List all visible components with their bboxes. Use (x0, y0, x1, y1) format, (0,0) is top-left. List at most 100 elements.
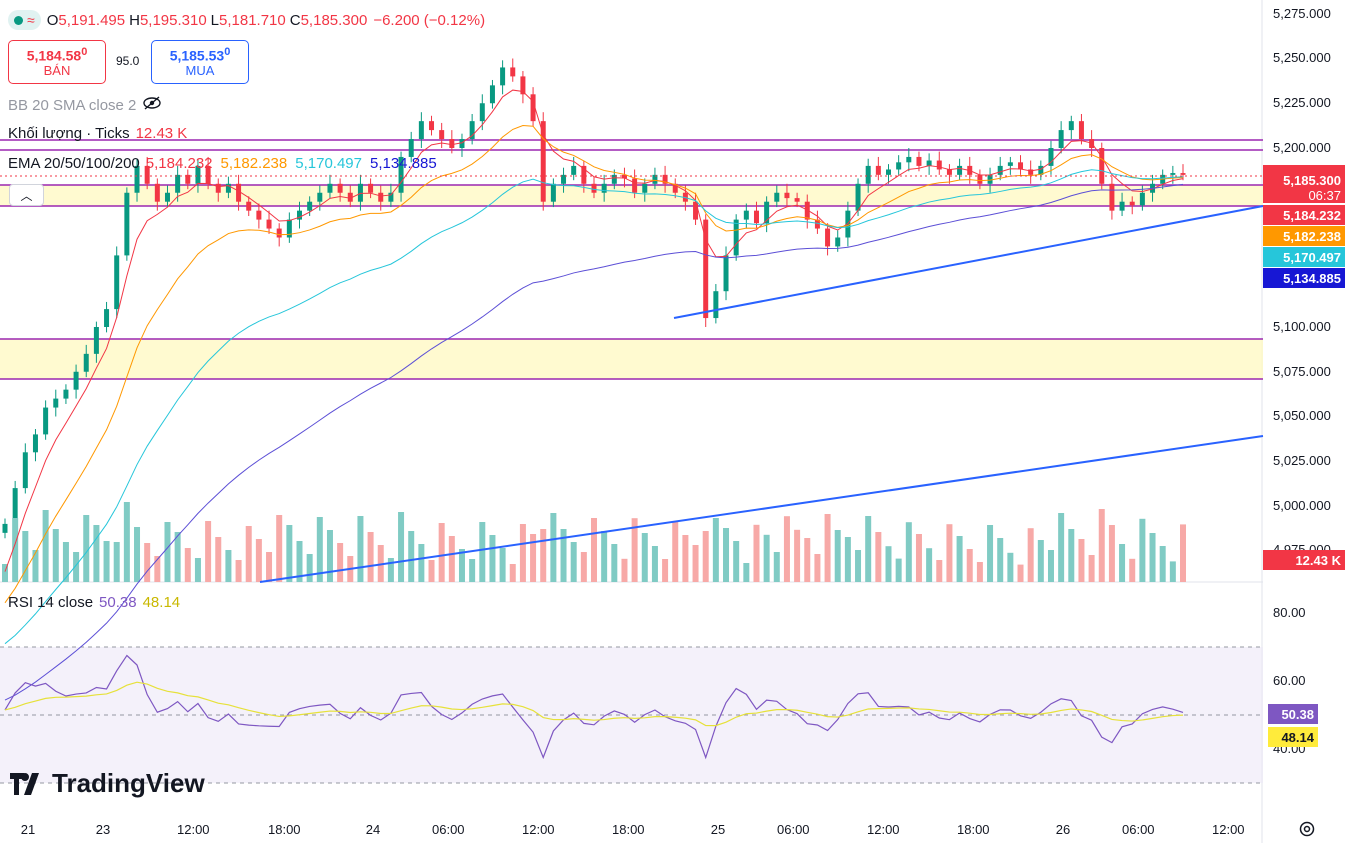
volume-bar (428, 560, 435, 582)
candle-body (286, 219, 292, 238)
time-tick: 24 (365, 822, 381, 837)
candle-body (357, 183, 363, 202)
candle-body (1028, 169, 1034, 175)
candle-body (886, 169, 891, 175)
volume-bar (1068, 529, 1075, 582)
volume-bar (1108, 525, 1115, 582)
candle-body (672, 183, 678, 193)
volume-bar (1017, 564, 1024, 582)
volume-bar (956, 536, 963, 582)
volume-bar (530, 534, 537, 582)
volume-bar (52, 529, 59, 582)
price-tick: 5,100.000 (1273, 319, 1331, 334)
candle-body (479, 103, 485, 122)
candle-body (114, 255, 120, 310)
candle-body (997, 165, 1003, 175)
candle-body (1109, 183, 1115, 211)
candle-body (835, 237, 841, 247)
collapse-legend-button[interactable]: ︿ (9, 184, 44, 206)
candle-body (1048, 148, 1054, 166)
volume-bar (42, 510, 49, 582)
time-tick: 12:00 (177, 822, 210, 837)
candle-body (520, 76, 526, 95)
volume-bar (1047, 550, 1054, 582)
candle-body (906, 156, 912, 163)
tradingview-logo[interactable]: TradingView (10, 768, 205, 799)
volume-bar (367, 532, 374, 582)
volume-legend[interactable]: Khối lượng · Ticks 12.43 K (8, 125, 188, 142)
candle-body (327, 183, 333, 193)
candle-body (794, 198, 800, 202)
volume-bar (611, 544, 618, 582)
volume-bar (1007, 552, 1014, 582)
volume-bar (2, 564, 8, 582)
candle-body (418, 121, 424, 140)
candle-body (1068, 121, 1074, 131)
volume-bar (1180, 524, 1186, 582)
volume-bar (672, 522, 679, 582)
tradingview-mark-icon (10, 772, 39, 795)
volume-bar (540, 529, 547, 582)
market-status-icon[interactable]: ≈ (8, 10, 41, 30)
candle-body (53, 398, 59, 408)
volume-bar (1058, 513, 1065, 582)
candle-body (1058, 130, 1064, 148)
candle-body (825, 228, 831, 247)
ema-value: 5,184.232 (145, 155, 213, 172)
candle-body (83, 353, 89, 372)
volume-bar (387, 558, 394, 582)
volume-bar (783, 516, 790, 582)
candle-body (611, 174, 617, 184)
candle-body (896, 162, 902, 170)
volume-bar (875, 532, 882, 582)
bb-legend[interactable]: BB 20 SMA close 2 (8, 95, 162, 115)
time-tick: 23 (95, 822, 111, 837)
candle-body (743, 210, 749, 220)
time-tick: 06:00 (1122, 822, 1155, 837)
settings-icon[interactable] (1298, 820, 1316, 841)
volume-bar (692, 545, 699, 582)
volume-bar (997, 538, 1004, 582)
volume-bar (134, 527, 141, 582)
buy-label: MUA (185, 63, 215, 79)
volume-bar (591, 518, 597, 582)
volume-bar (966, 549, 973, 582)
volume-bar (489, 535, 496, 582)
candle-body (703, 219, 709, 319)
time-tick: 18:00 (268, 822, 301, 837)
volume-bar (773, 552, 780, 582)
candle-body (1180, 173, 1186, 175)
rsi-legend[interactable]: RSI 14 close 50.38 48.14 (8, 594, 181, 611)
price-tick: 5,225.000 (1273, 95, 1331, 110)
volume-bar (1139, 518, 1146, 582)
eye-hidden-icon[interactable] (142, 95, 162, 115)
candle-body (489, 85, 495, 104)
price-badge: 5,184.232 (1263, 205, 1345, 225)
candle-body (662, 174, 668, 184)
ema-value: 5,134.885 (369, 155, 437, 172)
candle-body (591, 183, 597, 193)
volume-bar (641, 533, 648, 582)
time-tick: 12:00 (522, 822, 555, 837)
candle-body (276, 228, 282, 238)
price-tick: 5,075.000 (1273, 364, 1331, 379)
volume-bar (1088, 555, 1095, 582)
candle-body (753, 210, 759, 224)
volume-bar (12, 518, 19, 582)
volume-bar (266, 552, 273, 582)
price-tick: 5,275.000 (1273, 6, 1331, 21)
sell-button[interactable]: 5,184.580 BÁN (8, 40, 106, 84)
spread-value: 95.0 (116, 54, 140, 68)
buy-button[interactable]: 5,185.530 MUA (151, 40, 249, 84)
volume-bar (702, 531, 709, 582)
price-tick: 5,250.000 (1273, 50, 1331, 65)
candle-body (561, 174, 567, 184)
volume-bar (1037, 540, 1044, 582)
volume-bar (184, 548, 191, 582)
volume-bar (509, 564, 516, 582)
candle-body (225, 183, 231, 193)
volume-bar (164, 522, 171, 582)
ema-legend[interactable]: EMA 20/50/100/200 5,184.232 5,182.238 5,17… (8, 155, 437, 172)
candle-body (347, 192, 353, 202)
